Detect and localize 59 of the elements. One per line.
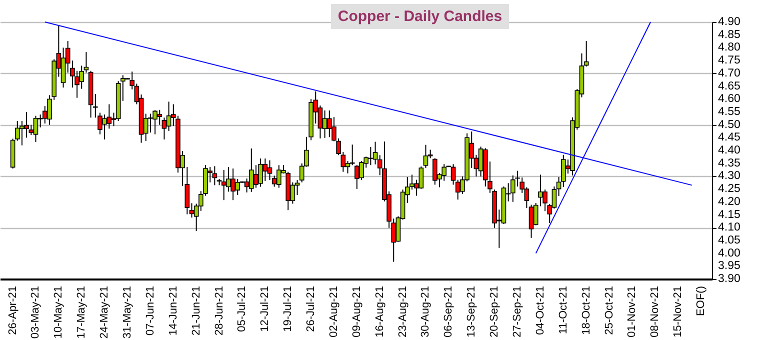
x-tick-label: 04-Oct-21 (534, 286, 546, 335)
x-tick-label: 09-Aug-21 (350, 286, 363, 338)
candlestick (584, 40, 589, 67)
x-tick-label: 18-Oct-21 (580, 286, 592, 335)
y-tick-label: 4.90 (718, 16, 740, 28)
x-tick-label: 24-May-21 (98, 286, 111, 339)
candlestick (33, 115, 38, 143)
x-tick-label: 14-Jun-21 (167, 286, 180, 336)
x-tick-label: 12-Jul-21 (259, 286, 272, 332)
candlestick (221, 170, 226, 201)
x-tick-label: 20-Sep-21 (488, 286, 501, 338)
x-tick-label: 26-Jul-21 (305, 286, 318, 332)
y-tick-label: 4.40 (718, 144, 740, 156)
x-tick-label: 16-Aug-21 (374, 286, 386, 338)
y-tick-label: 4.35 (718, 157, 740, 170)
y-tick-label: 4.75 (718, 54, 740, 67)
y-tick-label: 4.70 (718, 67, 740, 80)
y-tick-label: 4.45 (718, 132, 740, 144)
x-tick-label: 28-Jun-21 (213, 286, 226, 336)
x-tick-label: 31-May-21 (122, 286, 134, 339)
y-tick-label: 4.80 (718, 42, 740, 54)
x-tick-label: 03-May-21 (30, 286, 42, 339)
x-tick-label: 11-Oct-21 (557, 286, 570, 334)
y-tick-label: 4.55 (718, 106, 740, 118)
chart-title: Copper - Daily Candles (330, 4, 510, 29)
y-tick-label: 4.15 (718, 208, 740, 221)
y-tick-label: 4.10 (718, 222, 740, 234)
x-tick-label: 25-Oct-21 (603, 286, 616, 335)
y-tick-label: 4.50 (718, 118, 740, 131)
x-tick-label: 27-Sep-21 (512, 286, 524, 338)
x-tick-label: 17-May-21 (76, 286, 88, 339)
x-tick-label: 02-Aug-21 (328, 286, 340, 338)
y-tick-label: 4.85 (718, 28, 740, 41)
y-tick-label: 4.25 (718, 183, 740, 196)
y-tick-label: 4.05 (718, 234, 740, 246)
x-tick-label: 13-Sep-21 (466, 286, 478, 338)
y-tick-label: 3.90 (718, 273, 740, 285)
y-tick-label: 4.65 (718, 80, 740, 92)
y-tick-label: 4.20 (718, 196, 740, 208)
candlestick (162, 117, 167, 140)
y-tick-label: 4.60 (718, 93, 740, 106)
x-tick-label: 30-Aug-21 (420, 286, 432, 338)
y-tick-label: 3.95 (718, 260, 740, 272)
x-tick-label: 10-May-21 (52, 286, 65, 339)
y-tick-label: 4.00 (718, 247, 740, 260)
x-tick-label: 15-Nov-21 (672, 286, 684, 338)
x-tick-label: 19-Jul-21 (282, 286, 294, 332)
x-tick-label: 08-Nov-21 (649, 286, 662, 338)
x-tick-label: EOF() (695, 286, 708, 316)
x-tick-label: 21-Jun-21 (190, 286, 202, 336)
y-tick-label: 4.30 (718, 170, 740, 182)
x-tick-label: 07-Jun-21 (144, 286, 156, 336)
x-tick-label: 01-Nov-21 (626, 286, 638, 338)
x-tick-label: 06-Sep-21 (442, 286, 455, 338)
candlestick (267, 160, 272, 181)
x-tick-label: 23-Aug-21 (396, 286, 409, 338)
x-tick-label: 26-Apr-21 (6, 286, 19, 335)
candlestick (350, 144, 355, 166)
x-tick-label: 05-Jul-21 (236, 286, 248, 332)
